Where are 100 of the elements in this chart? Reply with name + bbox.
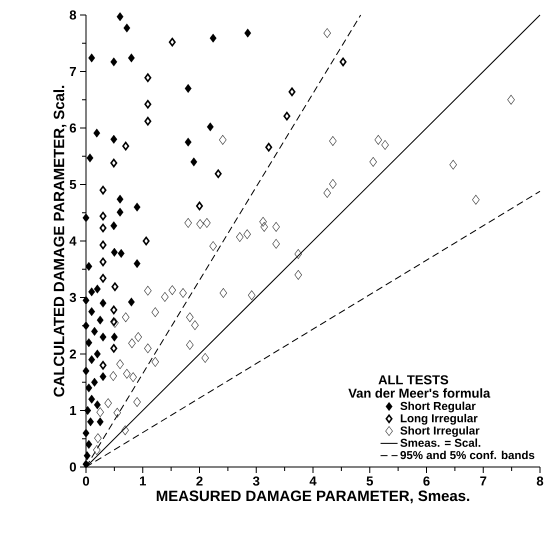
y-tick-label: 4 xyxy=(70,236,76,246)
point xyxy=(91,326,98,336)
point xyxy=(134,259,140,268)
legend-label: Short Regular xyxy=(400,402,476,412)
point xyxy=(116,194,124,204)
point xyxy=(203,218,211,228)
point xyxy=(209,241,217,251)
point xyxy=(340,58,347,66)
point xyxy=(190,157,198,166)
x-tick-label: 1 xyxy=(140,476,146,486)
point xyxy=(265,142,272,152)
point xyxy=(259,216,267,227)
point xyxy=(128,53,135,62)
y-tick-label: 7 xyxy=(70,67,76,76)
x-tick-label: 8 xyxy=(536,476,544,486)
point xyxy=(111,282,118,292)
point xyxy=(144,343,152,354)
y-tick-label: 2 xyxy=(70,349,76,359)
point xyxy=(272,222,280,232)
point xyxy=(184,218,192,228)
x-tick-label: 5 xyxy=(366,476,373,486)
point xyxy=(88,287,96,296)
legend-label: Short Irregular xyxy=(400,426,480,437)
point xyxy=(134,202,140,212)
point xyxy=(110,134,118,144)
point xyxy=(82,296,90,305)
point xyxy=(214,169,222,178)
point xyxy=(449,160,457,170)
point xyxy=(206,122,214,132)
point xyxy=(82,428,90,438)
point xyxy=(91,378,98,387)
point xyxy=(144,100,152,109)
point xyxy=(507,94,515,105)
point xyxy=(88,307,96,316)
point xyxy=(85,338,92,348)
point xyxy=(184,84,192,93)
point xyxy=(100,240,107,250)
point xyxy=(100,186,107,195)
point xyxy=(134,332,142,342)
point xyxy=(248,290,256,300)
point xyxy=(100,224,107,232)
point xyxy=(133,397,141,407)
point xyxy=(88,53,96,62)
point xyxy=(168,285,176,296)
x-tick-label: 6 xyxy=(423,476,430,486)
point xyxy=(152,357,159,367)
point xyxy=(201,353,209,363)
point xyxy=(94,284,101,294)
point xyxy=(110,158,118,168)
y-tick-label: 3 xyxy=(70,292,76,302)
point xyxy=(118,248,125,258)
point xyxy=(288,87,296,96)
point xyxy=(184,138,192,147)
annotation: Van der Meer's formula xyxy=(348,388,490,398)
point xyxy=(110,371,117,381)
point xyxy=(86,153,94,162)
point xyxy=(128,338,136,348)
point xyxy=(94,400,101,410)
point xyxy=(110,221,118,230)
point xyxy=(329,179,337,189)
point xyxy=(93,445,101,455)
x-tick-label: 0 xyxy=(82,476,90,486)
point xyxy=(236,232,244,242)
point xyxy=(100,212,107,221)
y-tick-label: 8 xyxy=(70,10,76,20)
point xyxy=(129,372,137,382)
point xyxy=(116,12,124,22)
point xyxy=(122,142,130,150)
point xyxy=(381,140,389,150)
x-tick-label: 2 xyxy=(196,476,203,486)
point xyxy=(243,229,251,240)
point xyxy=(329,136,337,146)
point xyxy=(123,24,130,32)
point xyxy=(82,321,90,330)
legend-label: 95% and 5% conf. bands xyxy=(400,450,534,460)
point xyxy=(161,292,169,302)
point xyxy=(100,372,106,382)
point xyxy=(110,306,118,314)
point xyxy=(116,359,124,370)
x-tick-label: 4 xyxy=(310,476,317,486)
point xyxy=(144,286,152,296)
point xyxy=(94,433,102,444)
point xyxy=(110,57,118,66)
point xyxy=(121,425,129,436)
point xyxy=(179,288,187,298)
point xyxy=(85,440,92,449)
point xyxy=(294,249,302,259)
point xyxy=(110,344,118,353)
point xyxy=(210,34,217,43)
legend-title: ALL TESTS xyxy=(378,375,448,384)
point xyxy=(84,451,91,460)
legend-label: Smeas. = Scal. xyxy=(400,438,480,447)
point xyxy=(82,460,90,469)
point xyxy=(323,28,331,38)
point xyxy=(113,408,121,418)
x-axis-title: MEASURED DAMAGE PARAMETER, Smeas. xyxy=(156,490,470,504)
point xyxy=(260,222,268,232)
point xyxy=(186,340,194,350)
point xyxy=(100,332,106,342)
point xyxy=(82,213,90,222)
